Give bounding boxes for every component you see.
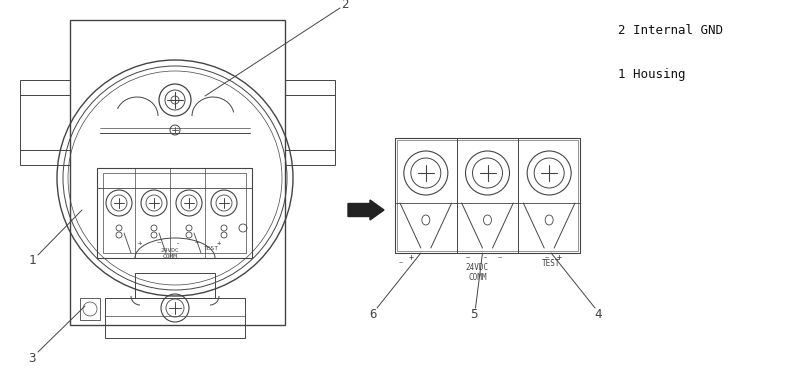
Text: 2 Internal GND: 2 Internal GND <box>618 24 722 37</box>
Text: +: + <box>217 240 221 246</box>
Text: TEST: TEST <box>542 259 561 267</box>
Text: 24VDC: 24VDC <box>466 263 489 273</box>
Text: ~: ~ <box>545 255 550 261</box>
Text: 5: 5 <box>470 308 478 321</box>
Text: ~: ~ <box>398 260 403 266</box>
Bar <box>20 80 70 165</box>
Text: +: + <box>138 240 142 246</box>
Bar <box>103 173 246 253</box>
Bar <box>395 138 580 253</box>
Text: ~: ~ <box>466 255 470 261</box>
Bar <box>70 20 285 325</box>
Bar <box>80 298 100 320</box>
Text: ~: ~ <box>498 255 502 261</box>
Text: 3: 3 <box>28 352 36 365</box>
Bar <box>397 140 578 251</box>
Text: -: - <box>176 240 180 246</box>
Text: 6: 6 <box>370 308 377 321</box>
Text: 1: 1 <box>28 253 36 266</box>
Text: 1 Housing: 1 Housing <box>618 68 685 81</box>
Text: ~: ~ <box>157 240 161 246</box>
Text: COMM: COMM <box>468 273 486 282</box>
Text: -: - <box>483 253 488 263</box>
Bar <box>285 80 335 165</box>
Text: 24VDC: 24VDC <box>161 247 179 253</box>
Text: +: + <box>557 253 562 263</box>
Text: ~: ~ <box>195 240 199 246</box>
Bar <box>105 298 245 338</box>
Text: COMM: COMM <box>162 253 178 259</box>
Text: +: + <box>408 253 414 263</box>
Bar <box>135 273 215 298</box>
Bar <box>97 168 252 258</box>
FancyArrow shape <box>348 200 384 220</box>
Text: 2: 2 <box>342 0 349 12</box>
Text: TEST: TEST <box>203 246 218 250</box>
Text: 4: 4 <box>594 308 602 321</box>
